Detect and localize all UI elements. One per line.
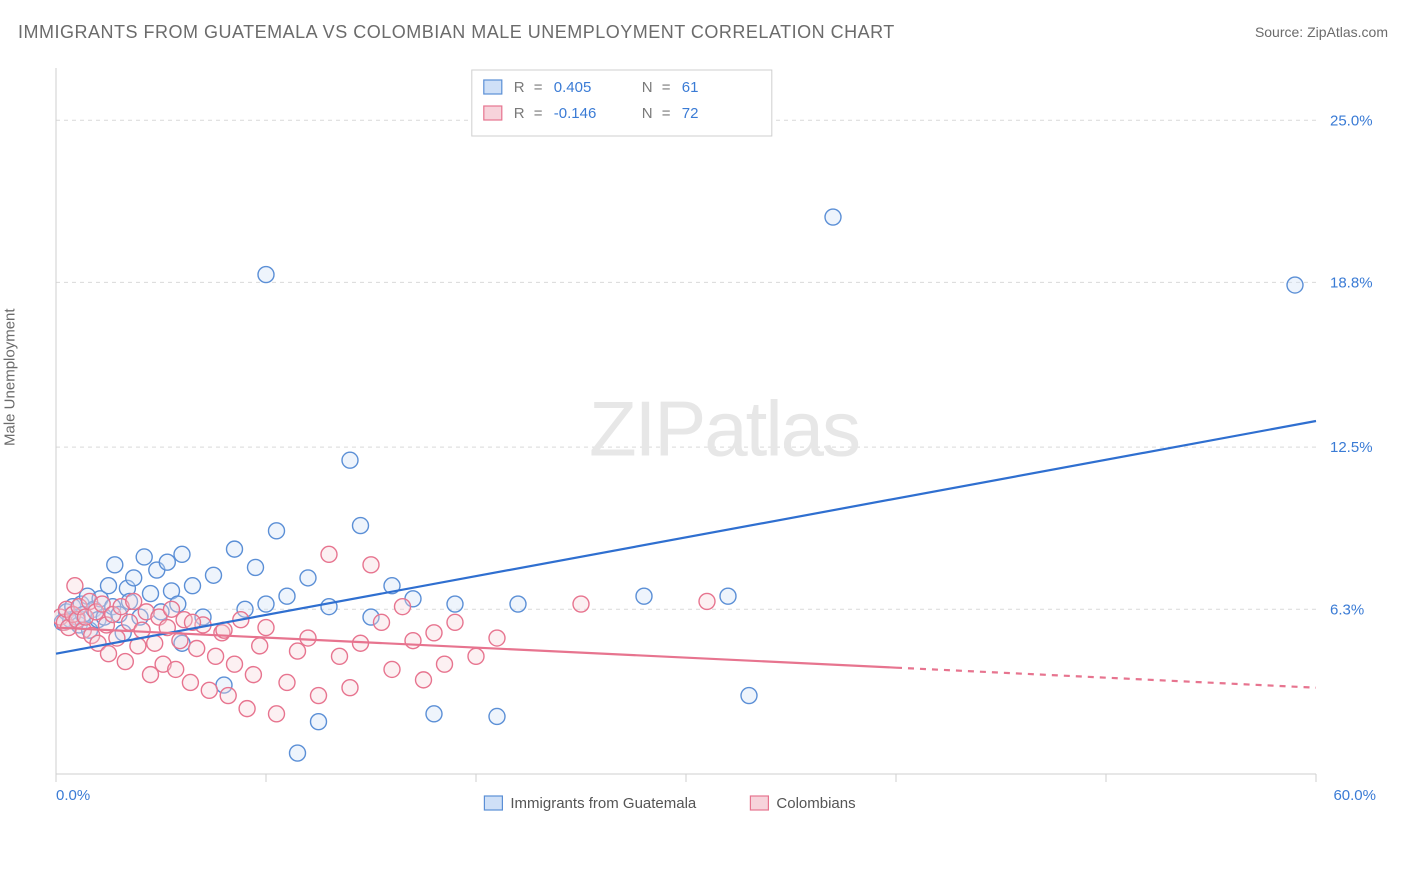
data-point — [416, 672, 432, 688]
data-point — [258, 620, 274, 636]
source-attribution: Source: ZipAtlas.com — [1255, 24, 1388, 40]
data-point — [245, 667, 261, 683]
data-point — [353, 518, 369, 534]
legend-r-value: 0.405 — [554, 79, 592, 96]
data-point — [168, 661, 184, 677]
data-point — [101, 646, 117, 662]
data-point — [311, 688, 327, 704]
data-point — [172, 633, 188, 649]
data-point — [174, 546, 190, 562]
data-point — [300, 570, 316, 586]
data-point — [321, 546, 337, 562]
legend-swatch — [484, 106, 502, 120]
data-point — [332, 648, 348, 664]
data-point — [107, 557, 123, 573]
bottom-legend-swatch — [750, 796, 768, 810]
legend-n-label: N — [642, 105, 653, 122]
bottom-legend-label: Immigrants from Guatemala — [510, 795, 697, 812]
data-point — [741, 688, 757, 704]
data-point — [720, 588, 736, 604]
data-point — [201, 682, 217, 698]
data-point — [300, 630, 316, 646]
chart-svg: 6.3% 12.5% 18.8% 25.0% 0.0% 60.0% R = 0.405 N = 61 R… — [54, 60, 1394, 828]
data-point — [699, 593, 715, 609]
data-point — [126, 570, 142, 586]
legend-n-value: 61 — [682, 79, 699, 96]
data-point — [489, 708, 505, 724]
data-point — [426, 625, 442, 641]
data-point — [342, 680, 358, 696]
legend-r-label: R — [514, 105, 525, 122]
data-point — [363, 557, 379, 573]
data-point — [258, 596, 274, 612]
data-point — [208, 648, 224, 664]
data-point — [189, 640, 205, 656]
scatter-plot: ZIPatlas 6.3%12.5%18.8%25.0%0.0%60.0%R=0… — [54, 60, 1394, 828]
legend-r-value: -0.146 — [554, 105, 597, 122]
data-point — [117, 654, 133, 670]
data-point — [290, 643, 306, 659]
legend-eq: = — [662, 105, 671, 122]
x-tick-label: 60.0% — [1333, 787, 1376, 804]
data-point — [182, 674, 198, 690]
data-point — [220, 688, 236, 704]
trend-line-dashed — [896, 668, 1316, 688]
legend-eq: = — [662, 79, 671, 96]
data-point — [252, 638, 268, 654]
data-point — [489, 630, 505, 646]
y-tick-label: 12.5% — [1330, 439, 1373, 456]
data-point — [269, 523, 285, 539]
data-point — [101, 578, 117, 594]
data-point — [321, 599, 337, 615]
y-tick-label: 18.8% — [1330, 274, 1373, 291]
y-tick-label: 25.0% — [1330, 112, 1373, 129]
data-point — [342, 452, 358, 468]
bottom-legend-label: Colombians — [776, 795, 855, 812]
data-point — [447, 596, 463, 612]
data-point — [258, 267, 274, 283]
data-point — [636, 588, 652, 604]
x-tick-label: 0.0% — [56, 787, 90, 804]
data-point — [374, 614, 390, 630]
data-point — [279, 674, 295, 690]
data-point — [206, 567, 222, 583]
data-point — [227, 656, 243, 672]
data-point — [405, 633, 421, 649]
data-point — [239, 701, 255, 717]
data-point — [311, 714, 327, 730]
data-point — [573, 596, 589, 612]
data-point — [510, 596, 526, 612]
data-point — [395, 599, 411, 615]
data-point — [290, 745, 306, 761]
data-point — [159, 554, 175, 570]
data-point — [426, 706, 442, 722]
y-axis-title: Male Unemployment — [2, 308, 19, 446]
data-point — [384, 661, 400, 677]
data-point — [447, 614, 463, 630]
legend-eq: = — [534, 105, 543, 122]
data-point — [248, 559, 264, 575]
data-point — [67, 578, 83, 594]
legend-swatch — [484, 80, 502, 94]
legend-n-value: 72 — [682, 105, 699, 122]
trend-line — [56, 421, 1316, 654]
legend-eq: = — [534, 79, 543, 96]
y-tick-label: 6.3% — [1330, 601, 1364, 618]
data-point — [279, 588, 295, 604]
data-point — [136, 549, 152, 565]
legend-n-label: N — [642, 79, 653, 96]
data-point — [185, 578, 201, 594]
data-point — [227, 541, 243, 557]
data-point — [468, 648, 484, 664]
data-point — [143, 586, 159, 602]
data-point — [269, 706, 285, 722]
data-point — [1287, 277, 1303, 293]
data-point — [437, 656, 453, 672]
bottom-legend-swatch — [484, 796, 502, 810]
data-point — [825, 209, 841, 225]
data-point — [147, 635, 163, 651]
chart-title: IMMIGRANTS FROM GUATEMALA VS COLOMBIAN M… — [18, 22, 895, 43]
legend-r-label: R — [514, 79, 525, 96]
